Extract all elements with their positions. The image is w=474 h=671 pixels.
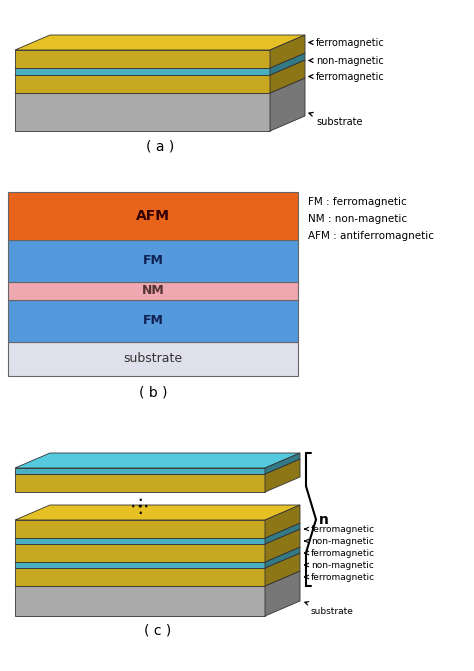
Bar	[8, 300, 298, 342]
Polygon shape	[15, 586, 265, 616]
Polygon shape	[15, 562, 265, 568]
Polygon shape	[265, 529, 300, 562]
Text: AFM: AFM	[136, 209, 170, 223]
Text: substrate: substrate	[309, 113, 363, 127]
Polygon shape	[265, 547, 300, 568]
Polygon shape	[15, 53, 305, 68]
Polygon shape	[265, 453, 300, 474]
Polygon shape	[15, 459, 300, 474]
Polygon shape	[15, 505, 300, 520]
Bar	[8, 282, 298, 300]
Text: NM : non-magnetic: NM : non-magnetic	[308, 214, 407, 224]
Polygon shape	[265, 571, 300, 616]
Text: n: n	[319, 513, 329, 527]
Text: FM: FM	[143, 254, 164, 268]
Text: AFM : antiferromagnetic: AFM : antiferromagnetic	[308, 231, 434, 241]
Polygon shape	[15, 474, 265, 492]
Polygon shape	[15, 60, 305, 75]
Polygon shape	[270, 53, 305, 75]
Text: ferromagnetic: ferromagnetic	[309, 38, 385, 48]
Polygon shape	[265, 553, 300, 586]
Polygon shape	[15, 453, 300, 468]
Text: ⋯: ⋯	[130, 497, 150, 515]
Text: substrate: substrate	[305, 602, 354, 615]
Text: ferromagnetic: ferromagnetic	[309, 72, 385, 81]
Polygon shape	[15, 75, 270, 93]
Polygon shape	[15, 468, 265, 474]
Polygon shape	[15, 553, 300, 568]
Polygon shape	[15, 544, 265, 562]
Text: NM: NM	[142, 285, 164, 297]
Text: substrate: substrate	[123, 352, 182, 366]
Text: ⋮: ⋮	[130, 497, 150, 515]
Bar	[8, 342, 298, 376]
Polygon shape	[15, 529, 300, 544]
Text: non-magnetic: non-magnetic	[305, 560, 374, 570]
Text: ferromagnetic: ferromagnetic	[305, 548, 375, 558]
Bar	[8, 192, 298, 240]
Text: ferromagnetic: ferromagnetic	[305, 525, 375, 533]
Text: non-magnetic: non-magnetic	[305, 537, 374, 546]
Polygon shape	[265, 505, 300, 538]
Polygon shape	[270, 60, 305, 93]
Polygon shape	[15, 547, 300, 562]
Polygon shape	[15, 571, 300, 586]
Polygon shape	[15, 568, 265, 586]
Polygon shape	[270, 35, 305, 68]
Polygon shape	[15, 93, 270, 131]
Polygon shape	[265, 459, 300, 492]
Polygon shape	[15, 35, 305, 50]
Polygon shape	[15, 523, 300, 538]
Polygon shape	[15, 68, 270, 75]
Polygon shape	[15, 78, 305, 93]
Polygon shape	[15, 520, 265, 538]
Text: FM : ferromagnetic: FM : ferromagnetic	[308, 197, 407, 207]
Polygon shape	[15, 538, 265, 544]
Bar	[8, 240, 298, 282]
Polygon shape	[265, 523, 300, 544]
Text: ferromagnetic: ferromagnetic	[305, 572, 375, 582]
Text: non-magnetic: non-magnetic	[309, 56, 384, 66]
Text: ( c ): ( c )	[144, 623, 171, 637]
Text: FM: FM	[143, 315, 164, 327]
Text: ( a ): ( a )	[146, 140, 174, 154]
Polygon shape	[270, 78, 305, 131]
Polygon shape	[15, 50, 270, 68]
Text: ( b ): ( b )	[139, 385, 167, 399]
